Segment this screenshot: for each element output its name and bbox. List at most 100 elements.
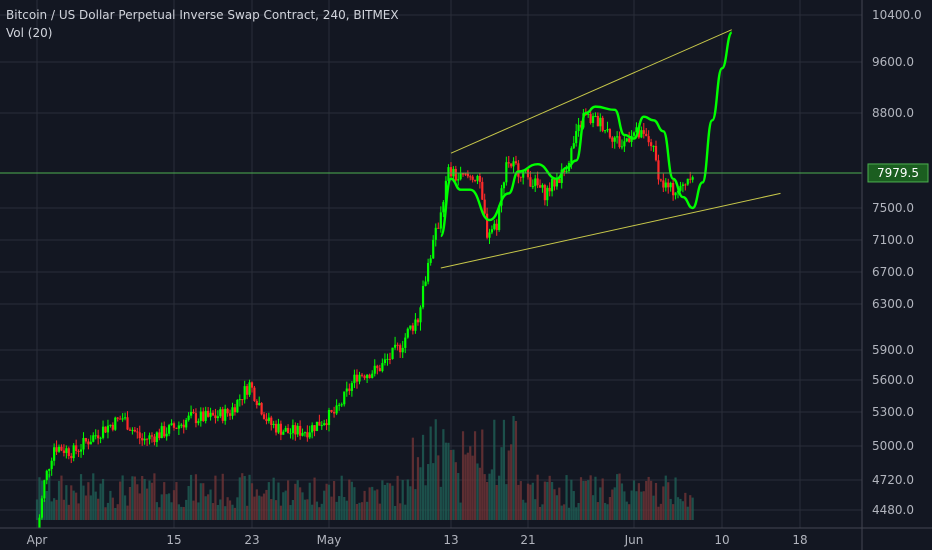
candle-body <box>541 184 544 188</box>
y-tick-label: 4480.0 <box>872 503 914 517</box>
current-price-text: 7979.5 <box>877 166 919 180</box>
candle-body <box>48 468 51 471</box>
candle-body <box>343 391 346 405</box>
candle-body <box>221 409 224 421</box>
volume-bar <box>381 480 384 520</box>
candle-body <box>444 180 448 203</box>
volume-bar <box>327 484 331 520</box>
candle-body <box>153 436 156 443</box>
volume-bar <box>414 489 417 520</box>
candle-body <box>645 133 648 137</box>
volume-bar <box>143 478 146 520</box>
volume-bar <box>437 455 440 520</box>
candle-body <box>534 178 537 187</box>
volume-bar <box>419 467 422 520</box>
candle-body <box>335 405 338 414</box>
candle-body <box>211 412 215 416</box>
volume-bar <box>550 482 554 520</box>
candle-body <box>150 435 154 437</box>
candle-body <box>481 181 484 200</box>
candle-body <box>421 285 425 308</box>
candle-body <box>60 446 63 451</box>
projection-curve <box>439 31 733 238</box>
volume-bar <box>424 485 427 520</box>
volume-bar <box>517 484 520 520</box>
candle-body <box>204 410 207 421</box>
volume-bar <box>469 446 472 520</box>
candle-body <box>194 413 198 424</box>
volume-bar <box>338 496 341 520</box>
candle-body <box>138 432 141 439</box>
volume-bar <box>393 505 397 520</box>
candle-body <box>94 435 97 437</box>
volume-bar <box>546 481 549 520</box>
volume-bar <box>97 498 100 520</box>
candle-body <box>207 410 210 417</box>
candle-body <box>82 438 85 450</box>
volume-bar <box>591 495 595 520</box>
volume-bar <box>335 501 338 520</box>
candle-body <box>538 185 542 188</box>
volume-bar <box>457 473 460 520</box>
y-tick-label: 5900.0 <box>872 343 914 357</box>
volume-bar <box>662 486 665 520</box>
candle-body <box>231 407 234 416</box>
candle-body <box>457 179 460 181</box>
volume-bar <box>555 495 559 520</box>
candle-body <box>368 374 371 378</box>
candle-body <box>543 184 546 201</box>
volume-bar <box>323 490 326 520</box>
volume-bar <box>294 483 297 520</box>
candle-body <box>406 328 409 338</box>
volume-bar <box>510 444 513 520</box>
candle-body <box>87 441 90 445</box>
candle-body <box>669 182 672 188</box>
candle-body <box>133 429 136 432</box>
candle-body <box>277 423 280 433</box>
volume-bar <box>313 477 316 520</box>
candle-body <box>228 413 232 416</box>
candle-body <box>116 417 119 419</box>
x-tick-label: 13 <box>443 533 458 547</box>
volume-bar <box>647 476 650 520</box>
volume-bar <box>241 473 244 520</box>
volume-bar <box>383 484 387 520</box>
volume-bar <box>148 480 151 520</box>
candle-body <box>270 417 273 425</box>
candle-body <box>187 415 190 420</box>
candle-body <box>70 456 73 459</box>
candle-body <box>301 432 304 436</box>
candle-body <box>386 358 389 360</box>
candle-body <box>248 382 251 395</box>
candle-body <box>141 438 144 441</box>
volume-bar <box>136 484 139 520</box>
volume-bar <box>676 497 680 520</box>
volume-bar <box>667 482 670 520</box>
candle-body <box>439 212 442 229</box>
candle-body <box>378 368 381 372</box>
candle-body <box>306 432 309 438</box>
candle-body <box>409 325 412 329</box>
candle-body <box>681 184 684 186</box>
candle-body <box>165 433 168 437</box>
candle-body <box>57 446 61 452</box>
volume-bars <box>35 416 694 520</box>
volume-bar <box>75 492 78 520</box>
volume-bar <box>570 479 573 520</box>
volume-bar <box>131 476 134 520</box>
volume-bar <box>114 507 117 520</box>
volume-bar <box>296 480 299 520</box>
volume-bar <box>652 495 655 520</box>
candle-body <box>442 202 445 213</box>
candle-body <box>488 232 491 238</box>
volume-bar <box>182 506 185 520</box>
volume-bar <box>429 426 432 520</box>
volume-bar <box>175 482 178 520</box>
y-tick-label: 5300.0 <box>872 405 914 419</box>
volume-indicator-label: Vol (20) <box>6 26 53 40</box>
candle-body <box>72 445 75 459</box>
volume-bar <box>582 480 585 520</box>
candle-body <box>632 132 636 136</box>
x-tick-label: 15 <box>166 533 181 547</box>
